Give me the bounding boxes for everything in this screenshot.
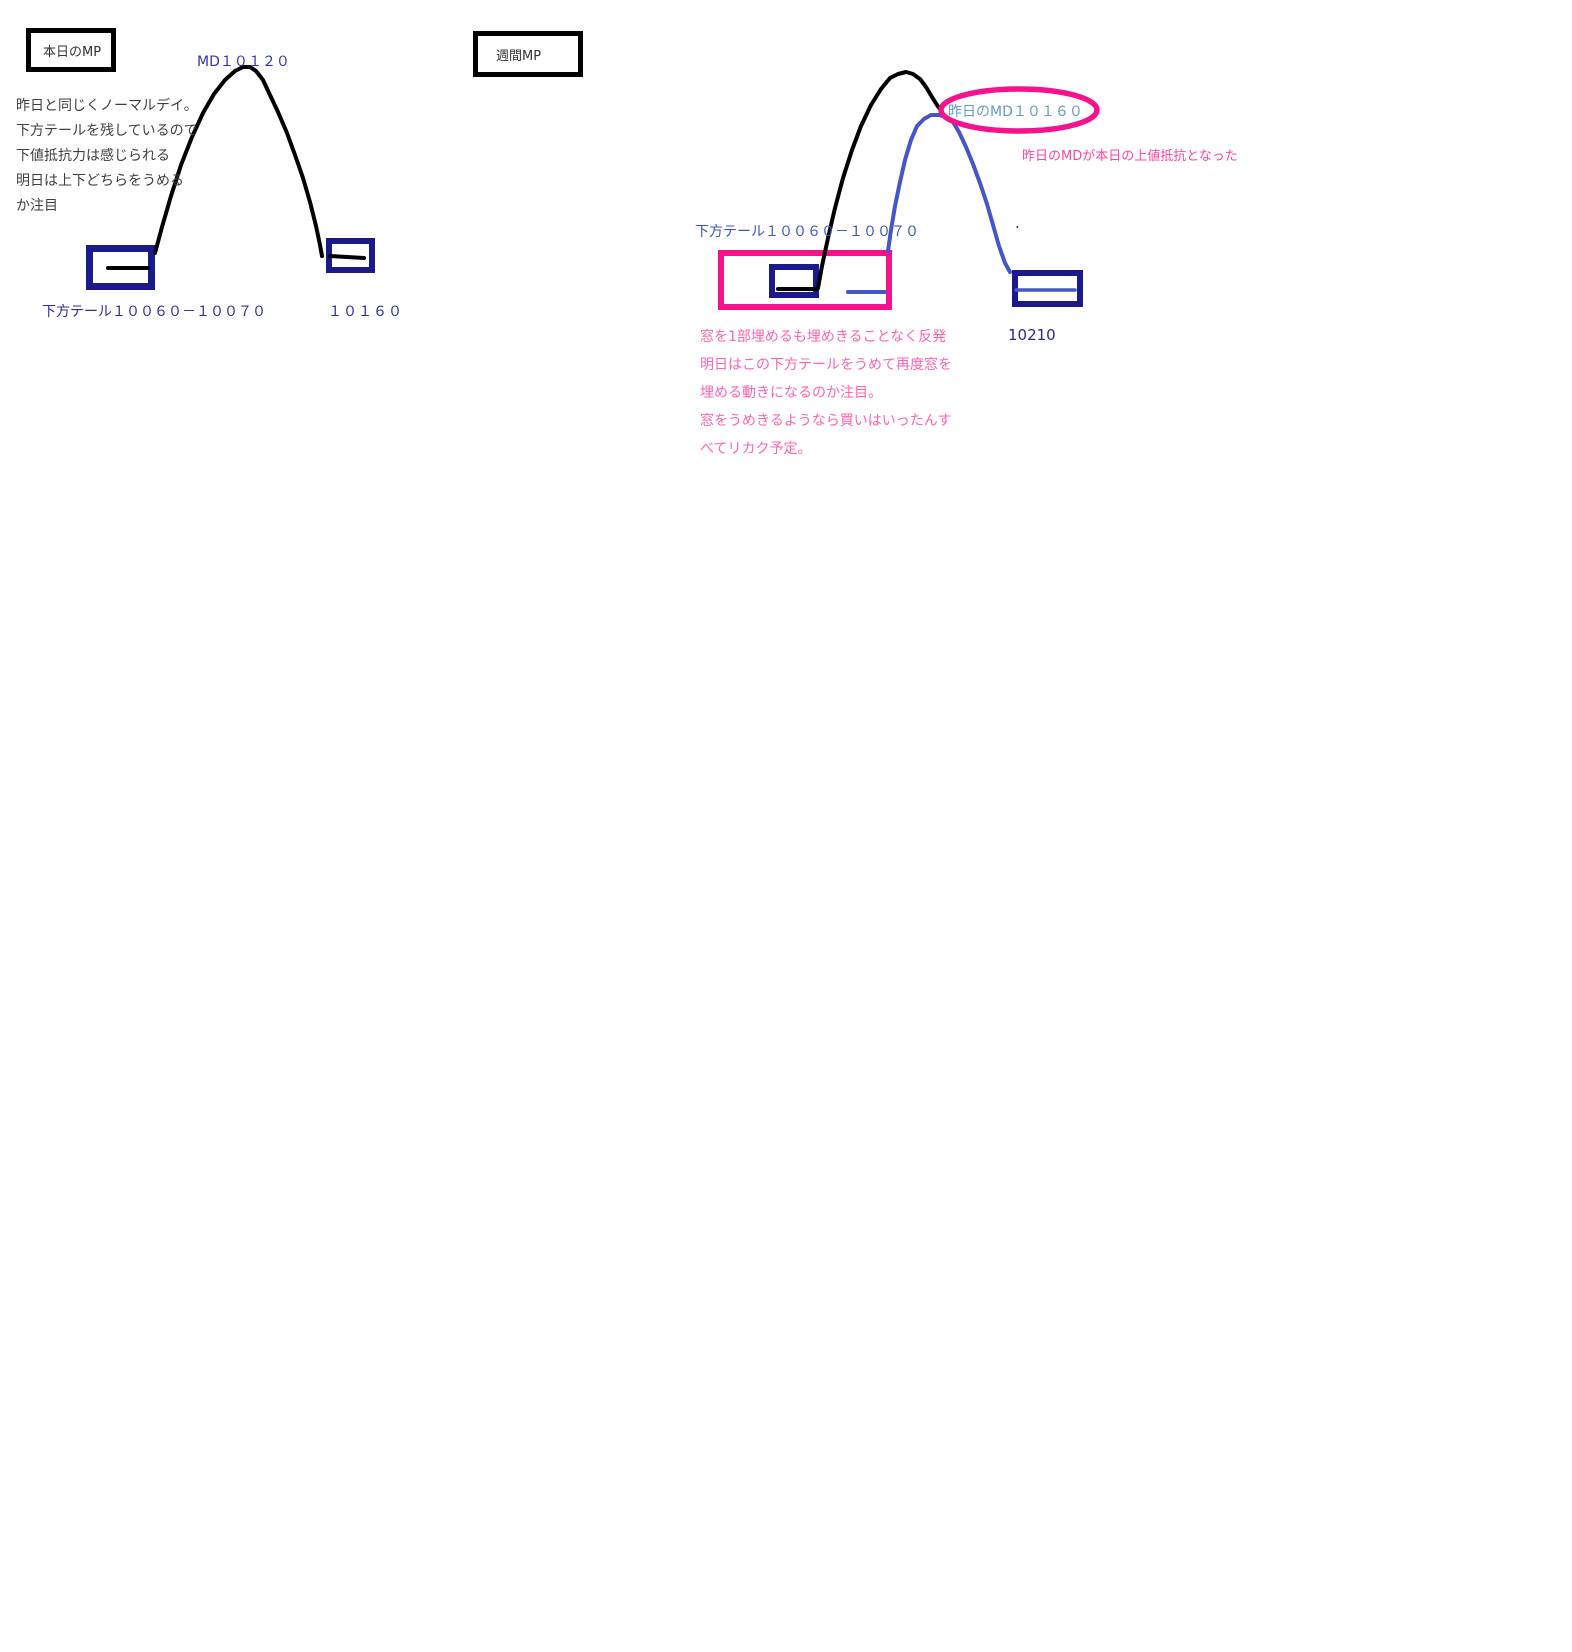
daily-note-line-3: 下値抵抗力は感じられる	[16, 148, 170, 164]
weekly-close-box	[1012, 270, 1083, 307]
weekly-resistance-note: 昨日のMDが本日の上値抵抗となった	[1022, 149, 1238, 164]
daily-note-line-5: か注目	[16, 198, 58, 214]
weekly-comment-line-1: 窓を1部埋めるも埋めきることなく反発	[700, 329, 947, 345]
daily-close-price-label: １０１６０	[328, 304, 403, 320]
daily-note-line-4: 明日は上下どちらをうめる	[16, 173, 184, 189]
daily-mp-title: 本日のMP	[43, 44, 102, 60]
weekly-lower-tail-price-label: 下方テール１００６０－１００７０	[695, 224, 919, 240]
weekly-lower-tail-box	[769, 264, 819, 298]
weekly-comment-line-3: 埋める動きになるのか注目。	[700, 385, 882, 401]
daily-md-price-label: MD１０１２０	[197, 54, 290, 70]
weekly-mp-title: 週間MP	[496, 48, 542, 64]
weekly-close-price-label: 10210	[1008, 326, 1056, 344]
yesterday-md-price-label: 昨日のMD１０１６０	[948, 104, 1083, 120]
weekly-comment-line-2: 明日はこの下方テールをうめて再度窓を	[700, 357, 952, 373]
daily-notes-text: 昨日と同じくノーマルデイ。 下方テールを残しているので 下値抵抗力は感じられる …	[16, 94, 198, 219]
daily-note-line-2: 下方テールを残しているので	[16, 123, 198, 139]
weekly-comment-line-4: 窓をうめきるようなら買いはいったんす	[700, 413, 952, 429]
daily-lower-tail-box	[86, 245, 155, 290]
daily-note-line-1: 昨日と同じくノーマルデイ。	[16, 98, 198, 114]
weekly-stray-dot: .	[1015, 214, 1020, 232]
weekly-comments-text: 窓を1部埋めるも埋めきることなく反発 明日はこの下方テールをうめて再度窓を 埋め…	[700, 323, 952, 463]
weekly-comment-line-5: べてリカク予定。	[700, 441, 812, 457]
daily-close-box	[326, 238, 375, 273]
weekly-mp-title-box: 週間MP	[473, 31, 583, 77]
daily-mp-title-box: 本日のMP	[26, 28, 116, 72]
daily-lower-tail-price-label: 下方テール１００６０－１００７０	[42, 304, 266, 320]
weekly-today-curve	[886, 113, 1012, 274]
